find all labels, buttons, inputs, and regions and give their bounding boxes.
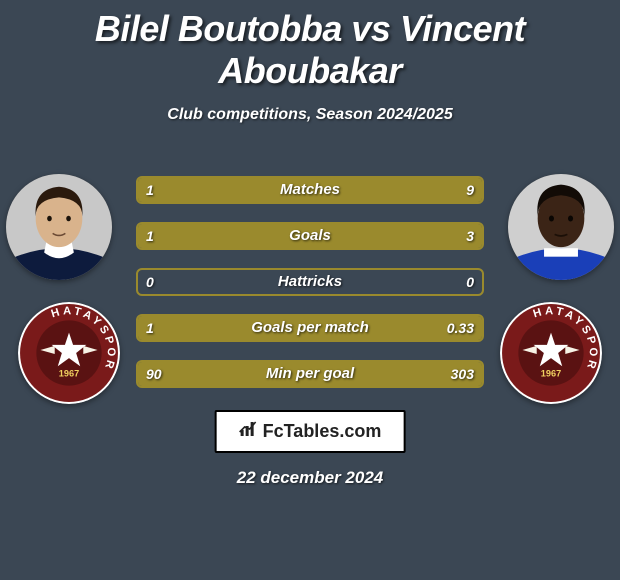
club-left-badge: HATAYSPOR 1967: [18, 302, 120, 404]
player-left-portrait-icon: [6, 174, 112, 280]
stat-label: Goals per match: [138, 316, 482, 340]
svg-text:1967: 1967: [541, 368, 561, 378]
chart-icon: [239, 420, 259, 443]
club-badge-icon: HATAYSPOR 1967: [500, 302, 602, 404]
page-title: Bilel Boutobba vs Vincent Aboubakar: [0, 0, 620, 92]
svg-text:1967: 1967: [59, 368, 79, 378]
stat-label: Goals: [138, 224, 482, 248]
stat-label: Matches: [138, 178, 482, 202]
stat-row: 90303Min per goal: [136, 360, 484, 388]
date-label: 22 december 2024: [0, 468, 620, 488]
club-badge-icon: HATAYSPOR 1967: [18, 302, 120, 404]
club-right-badge: HATAYSPOR 1967: [500, 302, 602, 404]
player-left-avatar: [6, 174, 112, 280]
subtitle: Club competitions, Season 2024/2025: [0, 106, 620, 124]
watermark-badge: FcTables.com: [215, 410, 406, 453]
stat-row: 00Hattricks: [136, 268, 484, 296]
stat-row: 19Matches: [136, 176, 484, 204]
stat-label: Hattricks: [138, 270, 482, 294]
stat-row: 13Goals: [136, 222, 484, 250]
player-right-avatar: [508, 174, 614, 280]
player-right-portrait-icon: [508, 174, 614, 280]
stat-bars: 19Matches 13Goals 00Hattricks 10.33Goals pe…: [136, 176, 484, 406]
watermark-text: FcTables.com: [263, 421, 382, 442]
stat-row: 10.33Goals per match: [136, 314, 484, 342]
stat-label: Min per goal: [138, 362, 482, 386]
